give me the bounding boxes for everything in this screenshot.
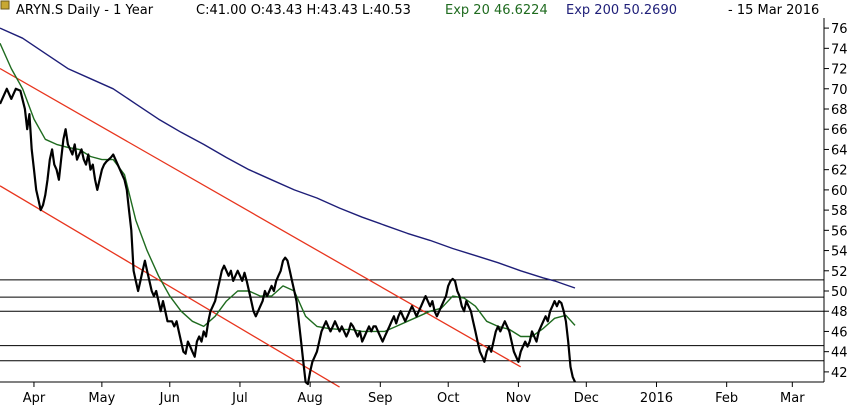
- y-tick-label-7: 56: [831, 224, 848, 239]
- y-tick-label-0: 42: [831, 366, 848, 381]
- y-tick-label-6: 54: [831, 245, 848, 260]
- x-tick-label-8: Dec: [574, 391, 599, 406]
- y-tick-label-16: 74: [831, 42, 848, 57]
- chart-symbol-label: ARYN.S Daily - 1 Year: [16, 3, 154, 18]
- x-tick-label-1: May: [88, 391, 115, 406]
- y-tick-label-9: 60: [831, 184, 848, 199]
- date-readout: - 15 Mar 2016: [728, 3, 819, 18]
- price-series: [0, 27, 577, 386]
- x-tick-label-2: Jun: [159, 391, 180, 406]
- ohlc-readout: C:41.00 O:43.43 H:43.43 L:40.53: [196, 3, 411, 18]
- ema200-readout: Exp 200 50.2690: [566, 3, 677, 18]
- axes: 42 44 46 48 50 52 54 56 58 60 62 64 66 68 70 72 74 76 Apr M…: [0, 18, 848, 406]
- y-tick-label-2: 46: [831, 325, 848, 340]
- y-tick-label-14: 70: [831, 83, 848, 98]
- series-line-2: [0, 27, 576, 289]
- x-tick-label-0: Apr: [23, 391, 46, 406]
- y-tick-label-10: 62: [831, 164, 848, 179]
- trend-channel: [0, 67, 521, 388]
- y-tick-label-8: 58: [831, 204, 848, 219]
- y-tick-label-15: 72: [831, 63, 848, 78]
- y-tick-label-17: 76: [831, 22, 848, 37]
- y-tick-label-4: 50: [831, 285, 848, 300]
- y-tick-label-12: 66: [831, 123, 848, 138]
- x-tick-label-3: Jul: [231, 391, 248, 406]
- level-lines: [0, 279, 824, 362]
- x-tick-label-7: Nov: [506, 391, 532, 406]
- x-tick-label-9: 2016: [640, 391, 673, 406]
- x-tick-label-4: Aug: [297, 391, 322, 406]
- y-tick-label-5: 52: [831, 265, 848, 280]
- menu-square-icon[interactable]: [0, 0, 10, 10]
- trend-line-0: [0, 67, 521, 368]
- x-tick-label-10: Feb: [715, 391, 738, 406]
- y-tick-label-1: 44: [831, 346, 848, 361]
- trend-line-1: [0, 185, 340, 388]
- y-tick-label-11: 64: [831, 143, 848, 158]
- y-tick-label-13: 68: [831, 103, 848, 118]
- x-tick-label-11: Mar: [780, 391, 805, 406]
- y-tick-label-3: 48: [831, 305, 848, 320]
- series-line-0: [0, 87, 577, 386]
- x-tick-label-5: Sep: [368, 391, 393, 406]
- ema20-readout: Exp 20 46.6224: [445, 3, 548, 18]
- series-line-1: [0, 43, 576, 338]
- x-tick-label-6: Oct: [437, 391, 459, 406]
